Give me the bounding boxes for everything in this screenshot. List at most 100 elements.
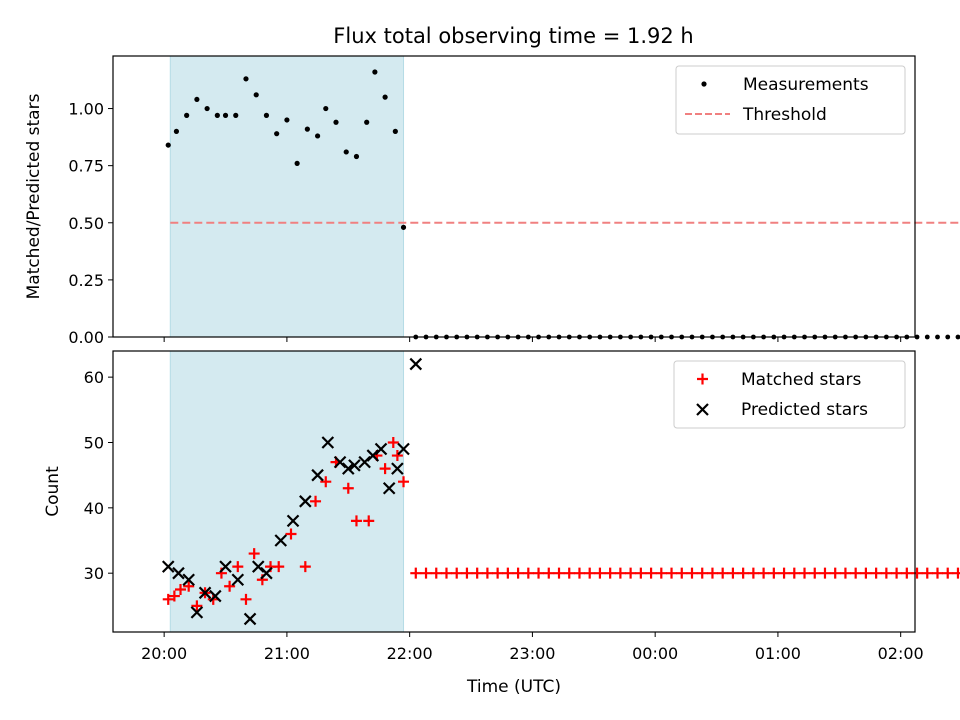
matched-star-point bbox=[175, 584, 187, 596]
y-tick-label: 1.00 bbox=[68, 100, 104, 119]
y-tick-label: 30 bbox=[84, 564, 104, 583]
matched-star-point bbox=[706, 567, 718, 579]
matched-star-point bbox=[512, 567, 524, 579]
measurement-point bbox=[924, 334, 930, 340]
y-tick-label: 40 bbox=[84, 499, 104, 518]
matched-star-point bbox=[758, 567, 770, 579]
matched-star-point bbox=[398, 476, 410, 488]
measurement-point bbox=[284, 117, 290, 123]
matched-star-point bbox=[799, 567, 811, 579]
measurement-point bbox=[184, 112, 190, 118]
predicted-star-point bbox=[198, 586, 212, 600]
measurement-point bbox=[945, 334, 951, 340]
matched-star-point bbox=[635, 567, 647, 579]
bottom-x-ticks: 20:0021:0022:0023:0000:0001:0002:0003:00… bbox=[141, 632, 924, 663]
matched-star-point bbox=[553, 567, 565, 579]
measurement-point bbox=[382, 94, 388, 100]
matched-star-point bbox=[850, 567, 862, 579]
measurement-point bbox=[243, 76, 249, 82]
measurement-point bbox=[323, 105, 329, 112]
matched-star-point bbox=[686, 567, 698, 579]
x-axis-label: Time (UTC) bbox=[466, 677, 561, 697]
matched-star-point bbox=[839, 567, 851, 579]
matched-star-point bbox=[625, 567, 637, 579]
matched-star-point bbox=[232, 561, 244, 573]
measurement-point bbox=[400, 224, 407, 230]
matched-star-point bbox=[573, 567, 585, 579]
measurement-point bbox=[392, 128, 398, 134]
predicted-star-point bbox=[358, 455, 371, 469]
matched-star-point bbox=[248, 548, 260, 560]
y-tick-label: 0.25 bbox=[68, 271, 104, 290]
y-tick-label: 60 bbox=[84, 368, 104, 387]
bottom-legend: Matched stars Predicted stars bbox=[673, 360, 906, 429]
matched-star-point bbox=[655, 567, 667, 579]
matched-star-point bbox=[543, 567, 555, 579]
measurement-point bbox=[194, 96, 200, 103]
matched-star-point bbox=[420, 567, 432, 579]
measurement-point bbox=[222, 112, 229, 118]
top-plot-frame bbox=[112, 55, 916, 338]
y-tick-label: 0.50 bbox=[68, 214, 104, 233]
matched-star-point bbox=[461, 567, 473, 579]
matched-star-point bbox=[911, 567, 923, 579]
matched-star-point bbox=[932, 567, 944, 579]
matched-star-point bbox=[645, 567, 657, 579]
predicted-star-point bbox=[333, 455, 347, 469]
matched-star-point bbox=[921, 567, 933, 579]
predicted-star-point bbox=[260, 566, 273, 580]
matched-star-point bbox=[240, 593, 252, 605]
matched-star-point bbox=[191, 600, 203, 612]
predicted-star-point bbox=[321, 436, 335, 449]
matched-star-point bbox=[563, 567, 575, 579]
matched-star-point bbox=[471, 567, 483, 579]
matched-star-point bbox=[614, 567, 626, 579]
predicted-star-point bbox=[374, 442, 388, 456]
matched-star-point bbox=[310, 495, 322, 507]
matched-star-point bbox=[451, 567, 463, 579]
matched-star-point bbox=[952, 567, 960, 579]
predicted-star-points bbox=[161, 357, 423, 626]
measurement-point bbox=[204, 105, 210, 112]
legend-label-measurements: Measurements bbox=[743, 75, 869, 95]
matched-star-point bbox=[162, 593, 174, 605]
x-tick-label: 21:00 bbox=[264, 644, 310, 663]
matched-star-point bbox=[870, 567, 882, 579]
measurement-point bbox=[372, 69, 378, 75]
matched-star-point bbox=[502, 567, 514, 579]
bottom-y-axis-label: Count bbox=[43, 466, 63, 517]
legend-marker-predicted bbox=[696, 403, 709, 416]
matched-star-point bbox=[391, 450, 403, 462]
matched-star-point bbox=[778, 567, 790, 579]
legend-label-matched: Matched stars bbox=[741, 370, 861, 390]
predicted-star-point bbox=[274, 534, 288, 547]
predicted-star-point bbox=[397, 442, 410, 456]
predicted-star-point bbox=[342, 462, 355, 475]
predicted-star-point bbox=[382, 481, 396, 495]
observing-span-top bbox=[169, 55, 405, 338]
predicted-star-point bbox=[366, 449, 380, 462]
matched-star-point bbox=[481, 567, 493, 579]
matched-star-point bbox=[387, 436, 399, 448]
measurement-point bbox=[233, 112, 239, 118]
matched-star-point bbox=[320, 476, 332, 488]
measurement-point bbox=[173, 128, 180, 134]
legend-marker-matched bbox=[697, 373, 708, 385]
predicted-star-point bbox=[243, 612, 257, 626]
matched-star-point bbox=[285, 528, 297, 540]
bottom-legend-box bbox=[673, 360, 906, 429]
measurement-point bbox=[294, 160, 300, 166]
matched-star-point bbox=[604, 567, 616, 579]
matched-star-point bbox=[363, 515, 375, 527]
predicted-star-point bbox=[231, 573, 245, 586]
y-tick-label: 50 bbox=[84, 433, 104, 452]
measurement-point bbox=[214, 112, 220, 118]
matched-star-point bbox=[410, 567, 422, 579]
matched-star-point bbox=[788, 567, 800, 579]
matched-star-point bbox=[430, 567, 442, 579]
x-tick-label: 20:00 bbox=[141, 644, 187, 663]
predicted-star-point bbox=[409, 357, 423, 371]
x-tick-label: 23:00 bbox=[509, 644, 555, 663]
matched-star-point bbox=[183, 580, 195, 592]
top-legend-box bbox=[675, 65, 906, 135]
